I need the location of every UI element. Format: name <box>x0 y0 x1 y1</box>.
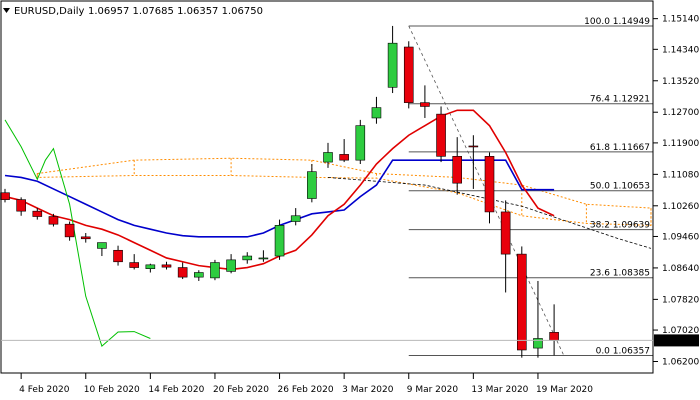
cloud-outline <box>36 157 652 226</box>
bearish-candle <box>420 102 430 107</box>
y-tick-label: 1.11080 <box>662 170 699 180</box>
fib-level-label: 50.0 1.10653 <box>590 182 650 192</box>
bearish-candle <box>436 113 446 157</box>
menu-triangle-icon[interactable] <box>3 8 10 13</box>
y-tick-label: 1.08640 <box>662 264 699 274</box>
fib-level-label: 61.8 1.11667 <box>590 143 650 153</box>
bearish-candle <box>129 262 139 268</box>
bullish-candle <box>210 262 220 279</box>
bearish-candle <box>32 210 43 217</box>
bullish-candle <box>226 259 236 272</box>
bullish-candle <box>533 338 543 349</box>
y-tick-label: 1.09460 <box>662 232 699 242</box>
bullish-candle <box>323 152 333 163</box>
bullish-candle <box>387 42 398 88</box>
y-tick-label: 1.06200 <box>662 357 699 367</box>
fib-level-label: 0.0 1.06357 <box>596 346 650 356</box>
bullish-candle <box>97 242 107 249</box>
bearish-candle <box>0 192 10 200</box>
bullish-candle <box>307 171 317 199</box>
bullish-candle <box>145 264 156 269</box>
plot-frame <box>0 0 654 374</box>
y-tick-label: 1.07820 <box>662 295 699 305</box>
fib-level-label: 100.0 1.14949 <box>584 17 650 27</box>
y-tick-label: 1.07020 <box>662 326 699 336</box>
bearish-candle <box>16 199 26 212</box>
bearish-candle <box>48 216 59 225</box>
bearish-candle <box>339 154 349 161</box>
x-tick-label: 19 Mar 2020 <box>536 385 593 395</box>
bearish-candle <box>484 156 495 213</box>
bearish-candle <box>468 145 479 148</box>
bullish-candle <box>242 255 253 261</box>
bullish-candle <box>258 257 269 260</box>
x-tick-label: 9 Mar 2020 <box>407 385 459 395</box>
bearish-candle <box>500 211 511 255</box>
y-tick-label: 1.12700 <box>662 108 699 118</box>
bullish-candle <box>274 225 285 257</box>
y-tick-label: 1.13520 <box>662 77 699 87</box>
bearish-candle <box>516 253 527 351</box>
candlestick-series <box>0 25 559 358</box>
chikou-span-line <box>4 119 151 348</box>
bearish-candle <box>452 156 463 184</box>
bullish-candle <box>371 107 382 119</box>
current-price-tag <box>654 334 699 347</box>
fib-level-label: 23.6 1.08385 <box>590 269 650 279</box>
bullish-candle <box>194 272 204 278</box>
price-axis: 1.15140 1.14340 1.13520 1.12700 1.11900 1.110… <box>0 0 699 374</box>
x-tick-label: 3 Mar 2020 <box>342 385 394 395</box>
bullish-candle <box>355 125 366 161</box>
time-axis: 4 Feb 2020 10 Feb 2020 14 Feb 2020 20 Feb 2… <box>19 373 593 395</box>
y-tick-label: 1.11900 <box>662 139 699 149</box>
x-tick-label: 20 Feb 2020 <box>213 385 269 395</box>
bearish-candle <box>177 267 188 278</box>
bearish-candle <box>161 264 172 268</box>
bearish-candle <box>80 236 91 240</box>
x-tick-label: 14 Feb 2020 <box>148 385 204 395</box>
current-price-label: 1.06750 <box>657 336 694 346</box>
bullish-candle <box>290 215 301 222</box>
bearish-candle <box>403 46 414 103</box>
fib-level-label: 76.4 1.12921 <box>590 95 650 105</box>
y-tick-label: 1.10260 <box>662 202 699 212</box>
fib-level-label: 38.2 1.09639 <box>590 221 650 231</box>
y-tick-label: 1.15140 <box>662 15 699 25</box>
chart-ohlc: 1.06957 1.07685 1.06357 1.06750 <box>88 6 263 17</box>
x-tick-label: 26 Feb 2020 <box>278 385 334 395</box>
x-tick-label: 10 Feb 2020 <box>84 385 140 395</box>
bearish-candle <box>64 223 75 238</box>
x-tick-label: 4 Feb 2020 <box>19 385 70 395</box>
x-tick-label: 13 Mar 2020 <box>471 385 528 395</box>
senkou-span-b-line <box>327 177 652 249</box>
bearish-candle <box>113 249 123 263</box>
y-tick-label: 1.14340 <box>662 45 699 55</box>
chart-symbol: EURUSD,Daily <box>14 6 85 17</box>
bearish-candle <box>549 332 559 341</box>
